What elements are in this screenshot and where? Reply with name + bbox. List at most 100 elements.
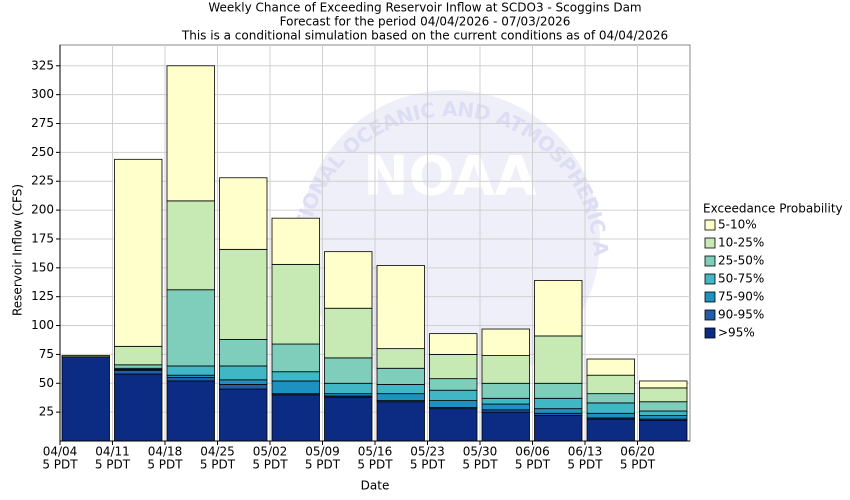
bar-segment <box>166 377 215 382</box>
bar-segment <box>534 335 583 384</box>
watermark-text: NOAA <box>363 145 536 208</box>
bar-segment <box>376 265 425 350</box>
bar-segment <box>114 158 163 347</box>
bar-segment <box>639 410 688 417</box>
bar-segment <box>639 401 688 412</box>
bar-segment <box>586 393 635 404</box>
x-tick-label: 5 PDT <box>357 458 393 472</box>
bar-segment <box>534 280 583 337</box>
bar-segment <box>324 251 373 309</box>
bar-segment <box>639 419 688 442</box>
bar-segment <box>481 411 530 442</box>
y-axis-label: Reservoir Inflow (CFS) <box>11 184 25 316</box>
bar-segment <box>534 415 583 442</box>
x-tick-label: 5 PDT <box>305 458 341 472</box>
x-tick-label: 06/06 <box>515 445 550 459</box>
bar-segment <box>534 397 583 410</box>
legend-title: Exceedance Probability <box>703 202 843 216</box>
bar-segment <box>271 394 320 442</box>
bar-segment <box>586 402 635 414</box>
bar-segment <box>114 345 163 366</box>
x-axis-label: Date <box>361 479 390 493</box>
bar-segment <box>271 343 320 373</box>
x-tick-label: 5 PDT <box>147 458 183 472</box>
bar-segment <box>219 388 268 442</box>
bar-segment <box>376 401 425 442</box>
bar-segment <box>324 357 373 384</box>
bar-segment <box>271 380 320 395</box>
bar-segment <box>586 418 635 442</box>
bar-segment <box>219 248 268 340</box>
y-tick-label: 300 <box>31 87 54 101</box>
bar-segment <box>219 365 268 381</box>
legend-swatch <box>704 273 716 285</box>
legend-label: 5-10% <box>718 218 757 232</box>
bar-segment <box>166 380 215 442</box>
bar-segment <box>429 389 478 401</box>
legend-label: >95% <box>718 326 755 340</box>
bar-segment <box>429 354 478 380</box>
bar-segment <box>271 371 320 382</box>
y-tick-label: 325 <box>31 58 54 72</box>
bar-segment <box>639 387 688 403</box>
bar-segment <box>219 339 268 367</box>
bar-segment <box>166 65 215 202</box>
bar-segment <box>429 333 478 355</box>
legend-swatch <box>704 327 716 339</box>
x-tick-label: 05/16 <box>358 445 393 459</box>
y-tick-label: 75 <box>39 347 54 361</box>
x-tick-label: 5 PDT <box>620 458 656 472</box>
bar-segment <box>324 396 373 442</box>
bar-segment <box>639 380 688 389</box>
x-tick-label: 06/13 <box>568 445 603 459</box>
x-tick-label: 5 PDT <box>42 458 78 472</box>
y-tick-label: 250 <box>31 145 54 159</box>
legend-swatch <box>704 309 716 321</box>
bar-segment <box>481 355 530 384</box>
legend-swatch <box>704 237 716 249</box>
bar-segment <box>429 408 478 442</box>
y-tick-label: 100 <box>31 318 54 332</box>
bar-segment <box>166 200 215 291</box>
bar-segment <box>219 177 268 250</box>
y-tick-label: 200 <box>31 203 54 217</box>
y-tick-label: 175 <box>31 231 54 245</box>
bar-segment <box>271 263 320 345</box>
bar-segment <box>534 382 583 399</box>
x-tick-label: 5 PDT <box>515 458 551 472</box>
x-tick-label: 04/18 <box>148 445 183 459</box>
bar-segment <box>376 348 425 369</box>
x-tick-label: 5 PDT <box>252 458 288 472</box>
y-tick-label: 125 <box>31 289 54 303</box>
bar-segment <box>166 289 215 367</box>
x-tick-label: 5 PDT <box>95 458 131 472</box>
x-tick-label: 5 PDT <box>200 458 236 472</box>
y-tick-label: 25 <box>39 405 54 419</box>
bar-segment <box>114 364 163 369</box>
bar-segment <box>114 373 163 442</box>
bar-segment <box>376 393 425 401</box>
legend-swatch <box>704 255 716 267</box>
bar-segment <box>219 379 268 385</box>
bar-segment <box>481 403 530 411</box>
x-tick-label: 5 PDT <box>567 458 603 472</box>
bar-segment <box>534 408 583 414</box>
bar-segment <box>61 356 110 442</box>
bar-segment <box>114 370 163 375</box>
x-tick-label: 04/11 <box>95 445 130 459</box>
x-tick-label: 05/30 <box>463 445 498 459</box>
y-tick-label: 225 <box>31 174 54 188</box>
bar-segment <box>586 412 635 419</box>
x-tick-label: 5 PDT <box>462 458 498 472</box>
x-tick-label: 06/20 <box>620 445 655 459</box>
chart-annotation: This is a conditional simulation based o… <box>181 29 668 43</box>
legend-label: 90-95% <box>718 308 764 322</box>
bar-segment <box>481 328 530 356</box>
bar-segment <box>61 355 110 358</box>
chart-subtitle: Forecast for the period 04/04/2026 - 07/… <box>280 15 571 29</box>
x-tick-label: 5 PDT <box>410 458 446 472</box>
bar-segment <box>429 400 478 408</box>
bar-segment <box>376 367 425 385</box>
legend-label: 50-75% <box>718 272 764 286</box>
bar-segment <box>481 382 530 399</box>
